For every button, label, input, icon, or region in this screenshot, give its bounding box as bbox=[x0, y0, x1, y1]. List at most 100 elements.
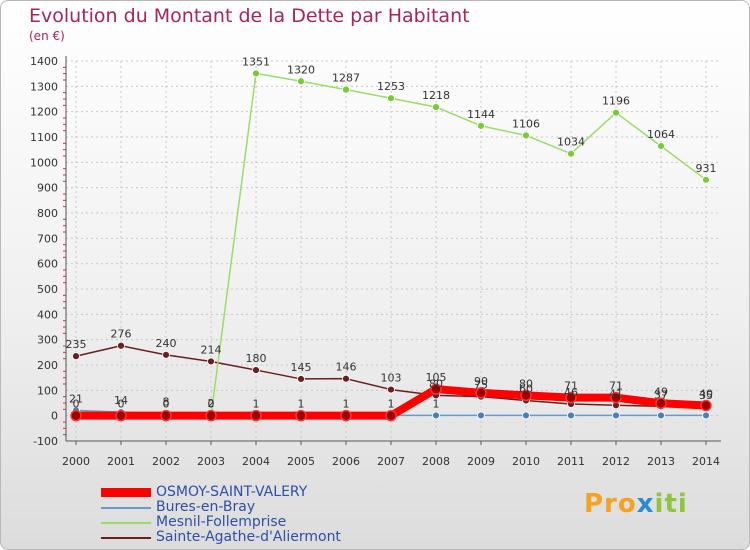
data-point bbox=[252, 69, 260, 78]
data-point bbox=[340, 409, 352, 422]
data-point bbox=[252, 366, 260, 374]
data-label: 1 bbox=[388, 397, 395, 410]
data-label: 1351 bbox=[242, 55, 270, 68]
data-point bbox=[297, 77, 305, 86]
chart-title: Evolution du Montant de la Dette par Hab… bbox=[29, 5, 470, 27]
data-label: 1 bbox=[298, 397, 305, 410]
x-tick-label: 2005 bbox=[287, 455, 315, 468]
data-point bbox=[475, 387, 487, 399]
x-tick-label: 2007 bbox=[377, 455, 405, 468]
x-tick-label: 2006 bbox=[332, 455, 360, 468]
legend-label-mesnil: Mesnil-Follemprise bbox=[156, 514, 287, 530]
x-tick-label: 2001 bbox=[107, 455, 135, 468]
data-point bbox=[655, 397, 667, 410]
data-point bbox=[610, 391, 622, 404]
data-point bbox=[612, 411, 620, 420]
data-point bbox=[72, 352, 80, 361]
y-tick-label: 500 bbox=[37, 283, 58, 296]
data-label: 2 bbox=[208, 397, 215, 410]
data-label: 71 bbox=[564, 380, 578, 393]
data-label: 0 bbox=[163, 398, 170, 411]
x-tick-label: 2014 bbox=[692, 455, 720, 468]
data-label: 1 bbox=[253, 397, 260, 410]
data-label: 0 bbox=[208, 398, 215, 411]
y-tick-label: 400 bbox=[37, 308, 58, 321]
series-line bbox=[75, 72, 707, 417]
data-label: 75 bbox=[474, 379, 488, 392]
x-tick-label: 2011 bbox=[557, 455, 585, 468]
axes: -100010020030040050060070080090010001100… bbox=[30, 55, 721, 468]
data-point bbox=[432, 103, 440, 112]
data-label: 1106 bbox=[512, 117, 540, 130]
proxiti-logo: Proxiti bbox=[584, 489, 688, 519]
data-label: 35 bbox=[699, 389, 713, 402]
data-label: 1 bbox=[343, 397, 350, 410]
data-point bbox=[657, 142, 665, 151]
data-label: 1287 bbox=[332, 72, 360, 85]
y-tick-label: 1400 bbox=[30, 55, 58, 68]
y-tick-label: 200 bbox=[37, 359, 58, 372]
data-label: 235 bbox=[66, 338, 87, 351]
data-label: 931 bbox=[696, 162, 717, 175]
data-label: 1196 bbox=[602, 95, 630, 108]
data-point bbox=[522, 131, 530, 140]
data-point bbox=[295, 409, 307, 422]
y-tick-label: 1000 bbox=[30, 156, 58, 169]
data-label: 80 bbox=[429, 377, 443, 390]
data-point bbox=[432, 411, 440, 420]
data-point bbox=[70, 409, 82, 422]
x-tick-label: 2002 bbox=[152, 455, 180, 468]
y-tick-label: 100 bbox=[37, 384, 58, 397]
data-label: 180 bbox=[246, 352, 267, 365]
data-label: 1 bbox=[433, 397, 440, 410]
legend-swatch-mesnil bbox=[101, 522, 151, 524]
series-layer bbox=[70, 69, 712, 422]
y-tick-label: -100 bbox=[33, 435, 58, 448]
data-point bbox=[115, 409, 127, 422]
data-label: 37 bbox=[654, 388, 668, 401]
data-point bbox=[612, 108, 620, 117]
data-label: 1034 bbox=[557, 136, 585, 149]
chart-unit: (en €) bbox=[29, 29, 65, 43]
data-label: 1253 bbox=[377, 80, 405, 93]
data-point bbox=[477, 411, 485, 420]
data-label: 40 bbox=[699, 388, 713, 401]
data-label: 90 bbox=[474, 375, 488, 388]
y-tick-label: 1300 bbox=[30, 80, 58, 93]
legend-swatch-osmoy bbox=[101, 488, 151, 497]
data-label: 71 bbox=[609, 380, 623, 393]
data-point bbox=[387, 385, 395, 394]
x-tick-label: 2012 bbox=[602, 455, 630, 468]
data-point bbox=[385, 409, 397, 422]
data-label: 21 bbox=[69, 392, 83, 405]
y-tick-label: 1200 bbox=[30, 106, 58, 119]
data-label: 0 bbox=[73, 398, 80, 411]
data-label: 46 bbox=[564, 386, 578, 399]
data-point bbox=[297, 375, 305, 383]
data-label: 146 bbox=[336, 361, 357, 374]
y-tick-label: 1100 bbox=[30, 131, 58, 144]
data-label: 41 bbox=[609, 387, 623, 400]
data-label: 1064 bbox=[647, 128, 675, 141]
y-tick-label: 700 bbox=[37, 232, 58, 245]
legend-label-sainte-agathe: Sainte-Agathe-d'Aliermont bbox=[156, 529, 341, 545]
data-point bbox=[160, 409, 172, 422]
data-label: 105 bbox=[426, 371, 447, 384]
data-label: 1218 bbox=[422, 89, 450, 102]
data-label: 103 bbox=[381, 372, 402, 385]
data-label: 8 bbox=[163, 396, 170, 409]
x-tick-label: 2000 bbox=[62, 455, 90, 468]
data-point bbox=[702, 411, 710, 420]
legend-label-bures: Bures-en-Bray bbox=[156, 499, 256, 515]
data-point bbox=[387, 94, 395, 103]
y-tick-label: 800 bbox=[37, 207, 58, 220]
x-tick-label: 2003 bbox=[197, 455, 225, 468]
data-point bbox=[700, 399, 712, 412]
data-label: 276 bbox=[111, 328, 132, 341]
data-label: 80 bbox=[519, 377, 533, 390]
y-tick-label: 0 bbox=[51, 410, 58, 423]
y-tick-label: 300 bbox=[37, 334, 58, 347]
